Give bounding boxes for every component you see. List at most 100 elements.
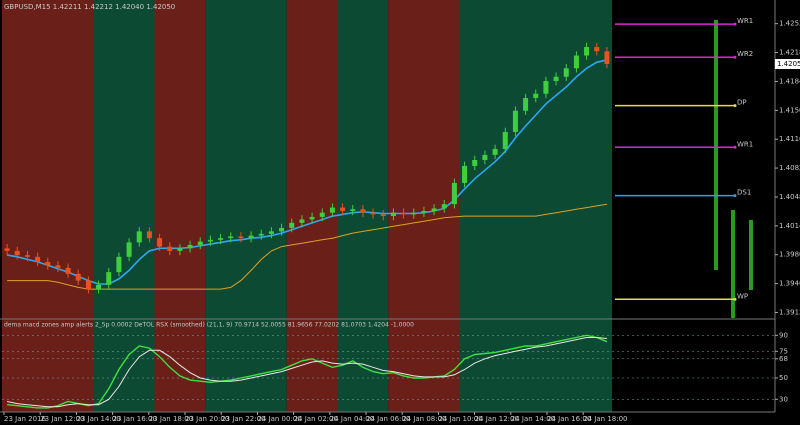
candle-body xyxy=(177,248,183,251)
chart-title: GBPUSD,M15 1.42211 1.42212 1.42040 1.420… xyxy=(4,3,175,11)
candle-body xyxy=(553,76,559,81)
candle-body xyxy=(197,241,203,245)
candle-body xyxy=(35,256,41,262)
x-tick-label: 23 Jan 20:00 xyxy=(185,415,229,423)
candle-body xyxy=(75,273,81,281)
y-tick-label: 50 xyxy=(779,374,788,382)
y-tick-label: 1.39805 xyxy=(779,251,800,259)
candle-body xyxy=(157,238,163,247)
candle-body xyxy=(4,248,10,251)
candle-body xyxy=(167,246,173,251)
candle-body xyxy=(106,272,112,285)
candle-body xyxy=(289,222,295,228)
candle-body xyxy=(207,239,213,242)
x-tick-label: 24 Jan 02:00 xyxy=(294,415,338,423)
candle-body xyxy=(604,51,610,65)
candle-body xyxy=(14,250,20,256)
candle-body xyxy=(65,267,71,274)
pivot-dot xyxy=(733,104,737,108)
y-tick-label: 1.40825 xyxy=(779,164,800,172)
x-tick-label: 24 Jan 10:00 xyxy=(438,415,482,423)
zone xyxy=(2,0,94,412)
candle-body xyxy=(55,265,61,268)
candle-body xyxy=(248,235,254,239)
y-tick-label: 1.41165 xyxy=(779,135,800,143)
x-tick-label: 23 Jan 18:00 xyxy=(149,415,193,423)
x-tick-label: 24 Jan 12:00 xyxy=(475,415,519,423)
candle-body xyxy=(563,68,569,77)
y-tick-label: 1.40485 xyxy=(779,193,800,201)
current-price-box xyxy=(775,59,800,70)
candle-body xyxy=(268,231,274,234)
pivot-label: DP xyxy=(737,99,747,107)
candle-body xyxy=(116,256,122,273)
current-price-label: 1.42050 xyxy=(777,60,800,68)
candle-body xyxy=(573,55,579,69)
candle-body xyxy=(543,81,549,94)
pivot-dot xyxy=(733,145,737,149)
line xyxy=(7,203,607,290)
pivot-dot xyxy=(733,297,737,301)
candle-body xyxy=(512,110,518,132)
candle-body xyxy=(390,212,396,217)
y-tick-label: 90 xyxy=(779,331,788,339)
pivot-label: DS1 xyxy=(737,189,751,197)
candle-body xyxy=(370,212,376,215)
candle-body xyxy=(462,165,468,183)
x-tick-label: 24 Jan 18:00 xyxy=(583,415,627,423)
y-tick-label: 75 xyxy=(779,347,788,355)
pivot-label: WR2 xyxy=(737,50,753,58)
candle-body xyxy=(329,207,335,213)
candle-body xyxy=(472,160,478,166)
candle-body xyxy=(238,236,244,239)
candle-body xyxy=(502,131,508,149)
candle-body xyxy=(340,207,346,211)
zone xyxy=(93,0,155,412)
y-tick-label: 1.41845 xyxy=(779,77,800,85)
x-tick-label: 24 Jan 06:00 xyxy=(366,415,410,423)
zone xyxy=(154,0,206,412)
candle-body xyxy=(431,208,437,211)
pivot-label: WR1 xyxy=(737,17,753,25)
pivot-dot xyxy=(733,194,737,198)
zone xyxy=(459,0,612,412)
x-tick-label: 24 Jan 16:00 xyxy=(547,415,591,423)
pivot-label: WR1 xyxy=(737,140,753,148)
zone xyxy=(205,0,287,412)
candle-body xyxy=(136,231,142,243)
y-tick-label: 1.42185 xyxy=(779,49,800,57)
pivot-label: WP xyxy=(737,292,748,300)
candle-body xyxy=(279,227,285,232)
pivot-dot xyxy=(733,55,737,59)
candle-body xyxy=(228,236,234,239)
x-tick-label: 24 Jan 04:00 xyxy=(330,415,374,423)
candle-body xyxy=(482,154,488,160)
candle-body xyxy=(187,244,193,249)
candle-body xyxy=(401,212,407,215)
y-tick-label: 1.39125 xyxy=(779,308,800,316)
indicator-label: dema macd zones amp alerts 2_5p 0.0002 D… xyxy=(4,322,414,329)
y-tick-label: 30 xyxy=(779,395,788,403)
candle-body xyxy=(146,231,152,239)
candle-body xyxy=(309,216,315,220)
candle-body xyxy=(258,233,264,236)
candle-body xyxy=(584,47,590,56)
line xyxy=(6,337,607,408)
y-tick-label: 1.42525 xyxy=(779,20,800,28)
candle-body xyxy=(411,212,417,215)
pivot-panel xyxy=(615,0,775,412)
candle-body xyxy=(421,210,427,213)
candle-body xyxy=(319,212,325,217)
x-tick-label: 23 Jan 16:00 xyxy=(113,415,157,423)
candle-body xyxy=(96,284,102,290)
y-tick-label: 1.39465 xyxy=(779,280,800,288)
zone xyxy=(388,0,460,412)
candle-body xyxy=(85,280,91,290)
x-tick-label: 24 Jan 14:00 xyxy=(511,415,555,423)
line xyxy=(7,334,608,409)
y-tick-label: 1.40145 xyxy=(779,222,800,230)
candle-body xyxy=(299,219,305,223)
candle-body xyxy=(533,93,539,98)
